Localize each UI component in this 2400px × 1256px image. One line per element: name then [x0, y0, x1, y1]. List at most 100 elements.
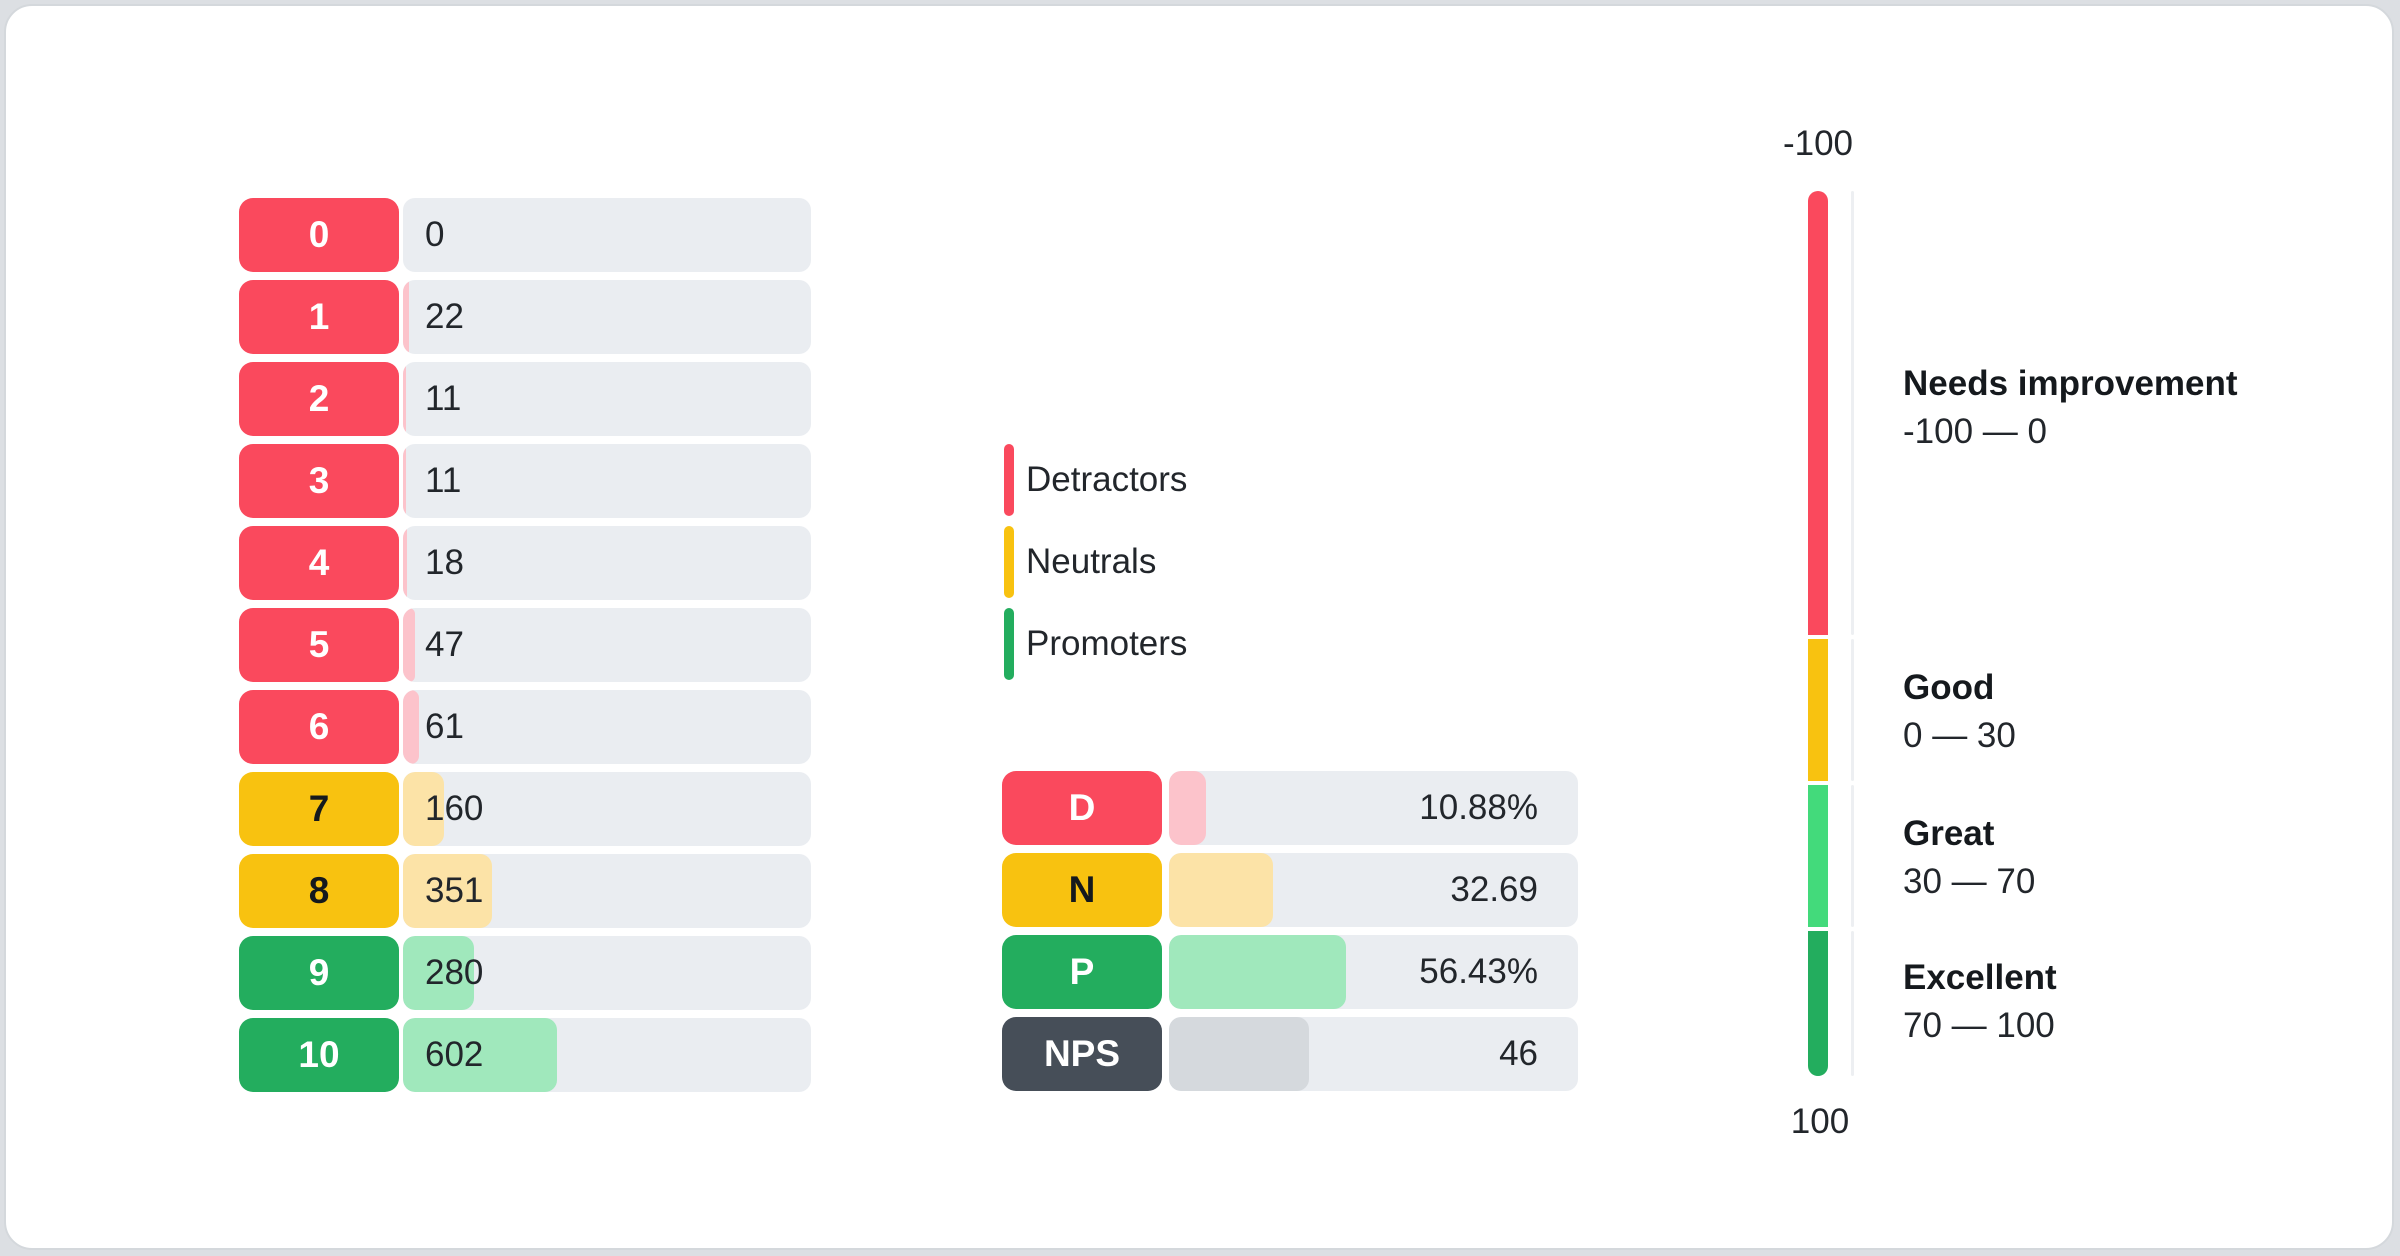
legend-label: Promoters	[1026, 624, 1188, 663]
score-badge: 1	[239, 280, 399, 354]
summary-badge: P	[1002, 935, 1162, 1009]
legend-item: Neutrals	[1004, 526, 1187, 598]
legend-swatch	[1004, 526, 1014, 598]
summary-badge: N	[1002, 853, 1162, 927]
score-track: 11	[403, 362, 811, 436]
score-fill-bar	[403, 690, 419, 764]
score-fill-bar	[403, 854, 493, 928]
summary-track: 10.88%	[1169, 771, 1578, 845]
score-badge: 8	[239, 854, 399, 928]
nps-dashboard-card: 0 0 1 22 2 11 3 11 4 18 5	[4, 4, 2394, 1250]
gauge-segment	[1808, 639, 1828, 781]
score-count: 351	[425, 871, 484, 910]
score-row: 8 351	[239, 854, 811, 928]
score-track: 160	[403, 772, 811, 846]
score-row: 3 11	[239, 444, 811, 518]
score-fill-bar	[403, 608, 415, 682]
score-fill-bar	[403, 772, 444, 846]
summary-fill-bar	[1169, 935, 1347, 1009]
summary-row: NPS 46	[1002, 1017, 1578, 1091]
score-row: 5 47	[239, 608, 811, 682]
score-fill-bar	[403, 444, 406, 518]
score-distribution-chart: 0 0 1 22 2 11 3 11 4 18 5	[239, 198, 811, 1100]
score-row: 0 0	[239, 198, 811, 272]
score-badge: 4	[239, 526, 399, 600]
score-row: 7 160	[239, 772, 811, 846]
gauge-segment	[1808, 931, 1828, 1076]
summary-row: D 10.88%	[1002, 771, 1578, 845]
nps-summary-chart: D 10.88% N 32.69 P 56.43% NPS 46	[1002, 771, 1578, 1099]
gauge-axis-line-segment	[1851, 785, 1854, 927]
score-badge: 2	[239, 362, 399, 436]
score-track: 61	[403, 690, 811, 764]
summary-row: N 32.69	[1002, 853, 1578, 927]
score-fill-bar	[403, 1018, 557, 1092]
score-badge: 3	[239, 444, 399, 518]
score-track: 351	[403, 854, 811, 928]
gauge-axis-line	[1851, 191, 1854, 1076]
gauge-max-positive-label: 100	[1790, 1102, 1850, 1141]
gauge-max-negative-label: -100	[1782, 124, 1854, 163]
score-fill-bar	[403, 362, 406, 436]
gauge-zone: Needs improvement -100 — 0	[1903, 364, 2238, 452]
score-track: 0	[403, 198, 811, 272]
score-count: 11	[425, 379, 462, 418]
score-badge: 10	[239, 1018, 399, 1092]
gauge-zone-name: Good	[1903, 668, 1995, 707]
score-track: 280	[403, 936, 811, 1010]
summary-fill-bar	[1169, 771, 1206, 845]
gauge-zone: Excellent 70 — 100	[1903, 958, 2057, 1046]
summary-badge: NPS	[1002, 1017, 1162, 1091]
score-track: 22	[403, 280, 811, 354]
summary-badge: D	[1002, 771, 1162, 845]
gauge-zone-range: -100 — 0	[1903, 412, 2047, 451]
gauge-zone: Great 30 — 70	[1903, 814, 2035, 902]
gauge-zone-name: Great	[1903, 814, 1995, 853]
legend-label: Neutrals	[1026, 542, 1157, 581]
gauge-zone-range: 0 — 30	[1903, 716, 2016, 755]
nps-gauge-bar	[1808, 191, 1828, 1076]
legend-swatch	[1004, 608, 1014, 680]
gauge-axis-line-segment	[1851, 191, 1854, 635]
score-row: 9 280	[239, 936, 811, 1010]
summary-fill-bar	[1169, 1017, 1309, 1091]
score-count: 280	[425, 953, 484, 992]
legend-swatch	[1004, 444, 1014, 516]
summary-track: 56.43%	[1169, 935, 1578, 1009]
legend-label: Detractors	[1026, 460, 1188, 499]
gauge-zone-name: Needs improvement	[1903, 364, 2238, 403]
gauge-axis-line-segment	[1851, 639, 1854, 781]
score-count: 0	[425, 215, 445, 254]
gauge-zone: Good 0 — 30	[1903, 668, 2016, 756]
gauge-segment	[1808, 785, 1828, 927]
summary-track: 32.69	[1169, 853, 1578, 927]
score-track: 11	[403, 444, 811, 518]
gauge-zone-name: Excellent	[1903, 958, 2057, 997]
summary-row: P 56.43%	[1002, 935, 1578, 1009]
gauge-zone-range: 70 — 100	[1903, 1006, 2055, 1045]
summary-value: 46	[1499, 1034, 1538, 1073]
score-badge: 7	[239, 772, 399, 846]
score-badge: 6	[239, 690, 399, 764]
score-badge: 0	[239, 198, 399, 272]
score-count: 61	[425, 707, 464, 746]
gauge-segment	[1808, 191, 1828, 635]
summary-fill-bar	[1169, 853, 1274, 927]
legend-item: Detractors	[1004, 444, 1187, 516]
legend-item: Promoters	[1004, 608, 1187, 680]
score-count: 602	[425, 1035, 484, 1074]
summary-value: 32.69	[1450, 870, 1538, 909]
score-row: 4 18	[239, 526, 811, 600]
score-count: 22	[425, 297, 464, 336]
score-row: 1 22	[239, 280, 811, 354]
score-count: 11	[425, 461, 462, 500]
score-badge: 9	[239, 936, 399, 1010]
score-count: 18	[425, 543, 464, 582]
score-track: 602	[403, 1018, 811, 1092]
gauge-axis-line-segment	[1851, 931, 1854, 1076]
score-count: 160	[425, 789, 484, 828]
gauge-zone-range: 30 — 70	[1903, 862, 2036, 901]
nps-legend: Detractors Neutrals Promoters	[1004, 444, 1187, 690]
summary-track: 46	[1169, 1017, 1578, 1091]
summary-value: 56.43%	[1419, 952, 1538, 991]
